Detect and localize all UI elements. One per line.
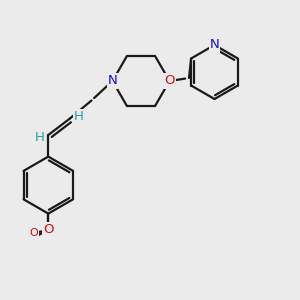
Text: H: H (34, 131, 44, 144)
Text: O: O (29, 228, 38, 238)
Text: N: N (210, 38, 219, 52)
Text: O: O (43, 224, 54, 237)
Text: O: O (43, 223, 54, 236)
Text: N: N (108, 74, 117, 88)
Text: H: H (74, 110, 84, 123)
Text: O: O (164, 74, 175, 88)
